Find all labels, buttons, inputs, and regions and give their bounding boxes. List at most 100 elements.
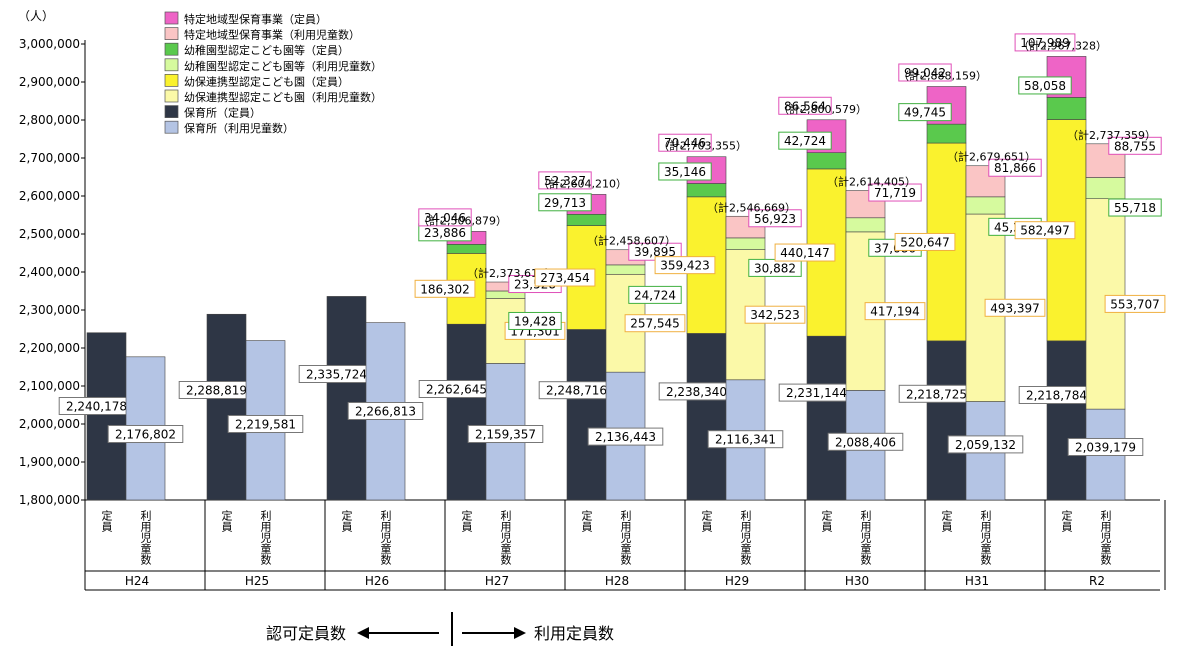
label-hoikusho-riyo-box [227, 415, 304, 433]
label-youchien-riyo: 30,882 [754, 261, 796, 275]
label-hoikusho-riyo-box [347, 402, 424, 420]
total-label-teiin: （計2,888,159） [898, 68, 987, 82]
bar-category-label: 定員 [100, 509, 113, 533]
bar-hoikusho-teiin [326, 296, 367, 501]
legend-label: 幼保連携型認定こども園（利用児童数） [184, 90, 382, 104]
label-hoikusho-riyo-box [827, 432, 904, 451]
label-renkei-riyo: 553,707 [1110, 297, 1160, 311]
label-hoikusho-riyo: 2,176,802 [115, 428, 176, 442]
label-youchien-teiin: 42,724 [784, 134, 826, 148]
bar-category-label: 利用児童数 [259, 510, 272, 566]
total-label-riyo: （計2,614,405） [827, 175, 916, 189]
year-label: R2 [1089, 574, 1105, 588]
bar-hoikusho-teiin [806, 335, 847, 501]
year-label: H28 [605, 574, 629, 588]
label-hoikusho-teiin: 2,238,340 [666, 385, 727, 399]
label-tokutei-riyo: 56,923 [754, 212, 796, 226]
label-hoikusho-riyo-box [587, 427, 664, 446]
bar-youchien-riyo [725, 237, 766, 250]
label-hoikusho-riyo: 2,266,813 [355, 405, 416, 419]
label-youchien-riyo-box [1108, 198, 1162, 217]
label-renkei-riyo-box [864, 302, 926, 321]
label-renkei-teiin-box [654, 256, 716, 275]
label-youchien-teiin-box [1018, 76, 1072, 95]
label-youchien-riyo: 24,724 [634, 288, 676, 302]
label-renkei-riyo: 342,523 [750, 308, 800, 322]
y-tick-label: 2,600,000 [19, 189, 80, 203]
legend-swatch [164, 89, 179, 103]
y-tick-label: 2,400,000 [19, 265, 80, 279]
bar-youchien-teiin [446, 244, 487, 254]
label-renkei-teiin: 520,647 [900, 235, 950, 249]
label-hoikusho-riyo: 2,059,132 [955, 438, 1016, 452]
label-hoikusho-riyo: 2,088,406 [835, 435, 896, 449]
bar-category-label: 定員 [1060, 509, 1073, 533]
y-tick-label: 1,900,000 [19, 455, 80, 469]
label-hoikusho-riyo-box [467, 425, 544, 443]
y-tick-label: 1,800,000 [19, 493, 80, 507]
bar-category-label: 定員 [940, 509, 953, 533]
y-tick-label: 2,800,000 [19, 113, 80, 127]
bar-category-label: 定員 [580, 509, 593, 533]
bar-youchien-teiin [806, 152, 847, 170]
y-tick-label: 2,700,000 [19, 151, 80, 165]
bar-category-label: 利用児童数 [739, 510, 752, 566]
total-label-riyo: （計2,679,651） [947, 150, 1036, 164]
label-youchien-teiin-box [898, 103, 952, 122]
legend-swatch [164, 42, 179, 56]
bar-category-label: 利用児童数 [499, 510, 512, 566]
legend-label: 特定地域型保育事業（定員） [184, 12, 327, 26]
total-label-teiin: （計2,800,579） [778, 102, 867, 116]
legend-swatch [164, 58, 179, 72]
label-renkei-teiin-box [414, 279, 476, 298]
y-tick-label: 2,300,000 [19, 303, 80, 317]
legend-swatch [164, 27, 179, 40]
label-youchien-riyo-box [508, 311, 562, 330]
arrow-left-icon [357, 627, 439, 639]
label-youchien-teiin: 58,058 [1024, 79, 1066, 93]
y-unit-label: （人） [18, 9, 54, 23]
bar-hoikusho-teiin [926, 340, 967, 501]
bar-category-label: 定員 [460, 509, 473, 533]
label-youchien-teiin: 23,886 [424, 226, 466, 240]
label-renkei-teiin-box [1014, 221, 1076, 240]
label-renkei-riyo: 493,397 [990, 301, 1040, 315]
year-label: H26 [365, 574, 389, 588]
label-renkei-riyo: 417,194 [870, 305, 920, 319]
label-tokutei-teiin-box [658, 133, 712, 152]
label-hoikusho-riyo: 2,219,581 [235, 418, 296, 432]
label-tokutei-teiin: 52,327 [544, 174, 586, 188]
legend-label: 保育所（定員） [184, 106, 261, 120]
label-hoikusho-teiin: 2,218,784 [1026, 389, 1087, 403]
total-label-teiin: （計2,604,210） [538, 176, 627, 190]
label-renkei-teiin: 186,302 [420, 282, 470, 296]
label-tokutei-teiin-box [418, 208, 472, 227]
label-youchien-teiin-box [658, 162, 712, 181]
bar-youchien-riyo [965, 196, 1006, 215]
label-renkei-teiin: 273,454 [540, 271, 590, 285]
label-tokutei-riyo: 39,895 [634, 245, 676, 259]
label-hoikusho-teiin: 2,218,725 [906, 387, 967, 401]
label-tokutei-riyo-box [1108, 136, 1162, 155]
label-hoikusho-riyo: 2,039,179 [1075, 441, 1136, 455]
bar-category-label: 定員 [820, 509, 833, 533]
label-hoikusho-teiin: 2,262,645 [426, 383, 487, 397]
bar-category-label: 利用児童数 [139, 510, 152, 566]
arrow-right-icon [462, 627, 526, 639]
legend-label: 幼保連携型認定こども園（定員） [184, 74, 349, 88]
bar-category-label: 利用児童数 [619, 510, 632, 566]
total-label-teiin: （計2,703,355） [658, 139, 747, 153]
bar-youchien-teiin [1046, 97, 1087, 120]
note-ninka-teiin: 認可定員数 [266, 624, 347, 643]
bar-hoikusho-teiin [446, 323, 487, 501]
bar-youchien-teiin [686, 183, 727, 198]
label-renkei-riyo-box [1104, 294, 1166, 313]
label-hoikusho-riyo: 2,136,443 [595, 430, 656, 444]
bar-category-label: 定員 [340, 509, 353, 533]
label-renkei-teiin: 440,147 [780, 246, 830, 260]
bar-category-label: 定員 [700, 509, 713, 533]
legend-swatch [164, 74, 179, 87]
y-tick-label: 2,500,000 [19, 227, 80, 241]
label-tokutei-teiin: 86,564 [784, 99, 826, 113]
total-label-riyo: （計2,737,359） [1067, 128, 1156, 142]
